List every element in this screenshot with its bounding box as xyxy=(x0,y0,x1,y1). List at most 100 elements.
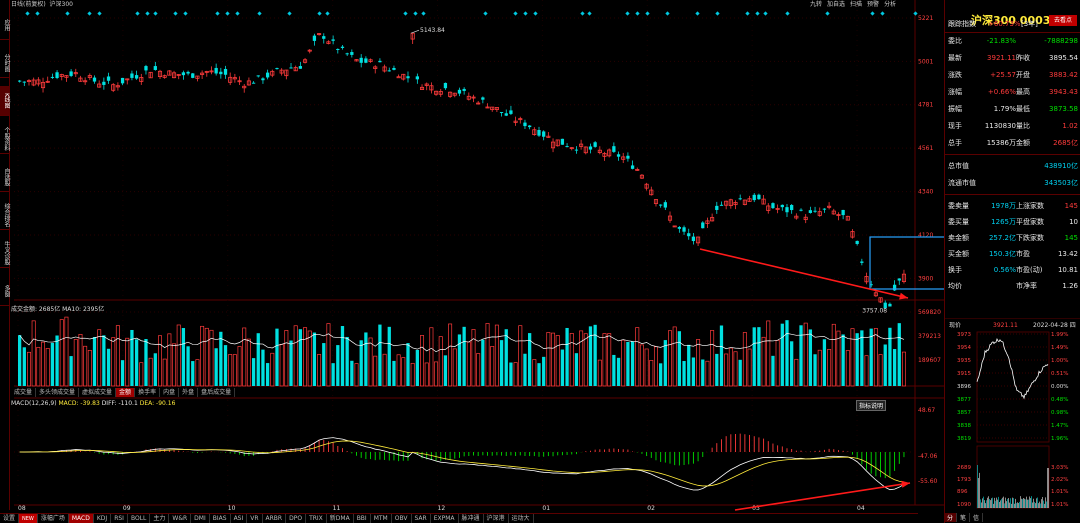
bottom-tab-11[interactable]: ASI xyxy=(231,514,248,523)
bottom-tab-21[interactable]: EXPMA xyxy=(431,514,459,523)
indicator-tab-2[interactable]: 虚拟成交量 xyxy=(79,388,117,397)
bottom-tab-2[interactable]: 涨幅广场 xyxy=(38,514,69,523)
left-tab-1[interactable]: 分时图 xyxy=(0,48,10,78)
mini-vol-frame xyxy=(976,445,1050,509)
bottom-tab-9[interactable]: DMI xyxy=(191,514,210,523)
mini-vol-low-right: 1.01% xyxy=(1051,502,1068,508)
left-tab-3[interactable]: 个股资料 xyxy=(0,124,10,154)
bottom-tab-5[interactable]: RSI xyxy=(111,514,128,523)
volume-bar xyxy=(326,323,331,387)
bottom-tab-12[interactable]: VR xyxy=(247,514,263,523)
signal-marker xyxy=(235,11,240,16)
toolbar-item-2[interactable]: 扫描 xyxy=(850,1,863,8)
period-label[interactable]: 日线(前复权) xyxy=(11,1,46,8)
candle xyxy=(45,80,50,83)
volume-bar xyxy=(546,332,551,387)
candle xyxy=(130,73,134,78)
candle xyxy=(406,76,410,79)
right-tab-2[interactable]: 信 xyxy=(970,513,984,522)
left-tab-4[interactable]: 自选股 xyxy=(0,162,10,192)
quote-label-2: 市盈(动) xyxy=(1016,266,1043,274)
volume-bar xyxy=(588,326,593,386)
price-tick: 4120 xyxy=(918,232,933,239)
volume-bar xyxy=(232,354,237,387)
candle xyxy=(336,48,340,51)
indicator-tab-6[interactable]: 外盘 xyxy=(179,388,199,397)
volume-bar xyxy=(542,356,546,386)
bottom-tab-10[interactable]: BIAS xyxy=(210,514,231,523)
bottom-tab-0[interactable]: 设置 xyxy=(0,514,20,523)
candle xyxy=(733,201,738,206)
volume-bar xyxy=(649,360,654,387)
volume-bar xyxy=(191,361,195,386)
candle xyxy=(626,155,630,159)
candle xyxy=(672,225,677,228)
volume-ma10 xyxy=(19,333,905,353)
quote-value-2: 13.42 xyxy=(1057,250,1078,258)
min-label: 3757.08 xyxy=(862,307,887,314)
indicator-tab-1[interactable]: 多头领成交量 xyxy=(36,388,80,397)
mini-right-tick: 1.99% xyxy=(1051,332,1068,338)
left-tab-2[interactable]: K线图 xyxy=(0,86,10,116)
toolbar-item-0[interactable]: 九转 xyxy=(810,1,823,8)
quote-row-c-5: 均价 市净率 1.26 xyxy=(948,278,1078,294)
bottom-tab-4[interactable]: KDJ xyxy=(94,514,112,523)
bottom-tab-22[interactable]: 脉冲通 xyxy=(459,514,484,523)
indicator-help-button[interactable]: 指标说明 xyxy=(856,400,887,411)
indicator-tab-5[interactable]: 内盘 xyxy=(160,388,180,397)
left-tab-6[interactable]: 牛叉诊股 xyxy=(0,238,10,268)
bottom-tab-3[interactable]: MACD xyxy=(68,514,94,523)
left-tab-0[interactable]: 应用 xyxy=(0,10,10,40)
candle xyxy=(195,75,200,79)
bottom-tab-6[interactable]: BOLL xyxy=(128,514,151,523)
indicator-tab-3[interactable]: 金额 xyxy=(116,388,136,397)
bottom-tab-19[interactable]: OBV xyxy=(392,514,412,523)
quote-row-a-1: 最新 3921.11 昨收 3895.54 xyxy=(948,50,1078,66)
toolbar-item-4[interactable]: 分析 xyxy=(884,1,897,8)
month-label: 08 xyxy=(18,505,26,512)
right-tab-1[interactable]: 笔 xyxy=(957,513,971,522)
toolbar-item-3[interactable]: 预警 xyxy=(867,1,880,8)
volume-bar xyxy=(125,337,130,387)
volume-bar xyxy=(448,323,453,387)
indicator-tab-4[interactable]: 换手率 xyxy=(135,388,161,397)
volume-bar xyxy=(134,339,139,386)
left-tab-5[interactable]: 综合排名 xyxy=(0,200,10,230)
add-watch-button[interactable]: 去看点 xyxy=(1049,15,1077,26)
bottom-tab-16[interactable]: 新DMA xyxy=(327,514,354,523)
indicator-tab-0[interactable]: 成交量 xyxy=(11,388,37,397)
left-tab-7[interactable]: 多窗 xyxy=(0,276,10,306)
bottom-tab-14[interactable]: DPO xyxy=(286,514,307,523)
bottom-tab-1[interactable]: NEW xyxy=(19,514,38,523)
track-row: 跟踪指数 +60.73% [3年] xyxy=(948,16,1078,32)
candle xyxy=(345,53,349,55)
volume-bar xyxy=(892,349,897,386)
volume-bar xyxy=(429,327,434,387)
candle xyxy=(822,208,827,210)
candle xyxy=(817,211,822,216)
signal-marker xyxy=(523,11,528,16)
candle xyxy=(120,77,125,84)
bottom-tab-18[interactable]: MTM xyxy=(371,514,392,523)
volume-bar xyxy=(69,356,73,386)
candle xyxy=(481,97,485,100)
bottom-tab-23[interactable]: 沪深港 xyxy=(484,514,509,523)
candle xyxy=(92,77,97,82)
candle xyxy=(537,129,541,136)
toolbar-item-1[interactable]: 加自选 xyxy=(827,1,846,8)
mini-vol-tick: 1793 xyxy=(957,477,971,483)
month-label: 03 xyxy=(752,505,760,512)
volume-bar xyxy=(715,353,719,386)
volume-bar xyxy=(265,363,270,386)
bottom-tab-20[interactable]: SAR xyxy=(412,514,431,523)
bottom-tab-8[interactable]: W&R xyxy=(169,514,192,523)
candle xyxy=(378,60,382,63)
bottom-tab-7[interactable]: 主力 xyxy=(150,514,170,523)
bottom-tab-24[interactable]: 运动大 xyxy=(509,514,534,523)
volume-bar xyxy=(303,327,308,387)
bottom-tab-13[interactable]: ARBR xyxy=(263,514,287,523)
right-tab-0[interactable]: 分 xyxy=(944,513,958,522)
bottom-tab-15[interactable]: TRIX xyxy=(306,514,327,523)
indicator-tab-7[interactable]: 盘后成交量 xyxy=(198,388,236,397)
bottom-tab-17[interactable]: BBI xyxy=(354,514,371,523)
